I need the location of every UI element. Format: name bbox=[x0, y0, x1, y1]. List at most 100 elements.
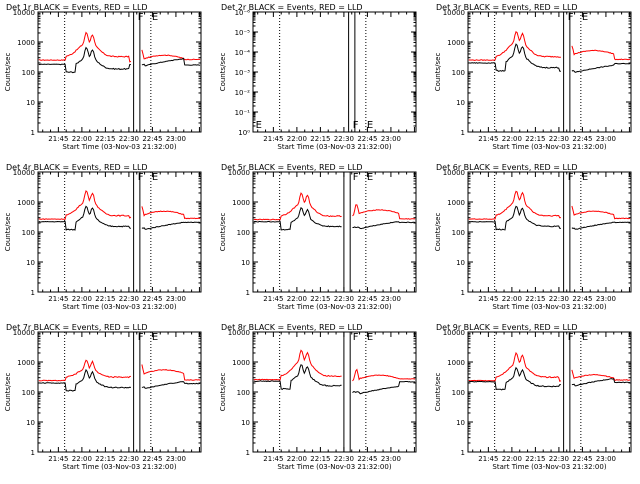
x-tick-label: 23:00 bbox=[166, 135, 186, 143]
x-tick-label: 22:30 bbox=[334, 455, 354, 463]
plot-frame bbox=[252, 331, 417, 453]
y-tick-label: 1 bbox=[31, 129, 35, 137]
y-tick-label: 1 bbox=[31, 289, 35, 297]
x-axis-label: Start Time (03-Nov-03 21:32:00) bbox=[492, 303, 606, 311]
plot-frame bbox=[252, 171, 417, 293]
x-tick-label: 22:00 bbox=[72, 295, 92, 303]
lld-series-line bbox=[253, 349, 416, 382]
x-tick-label: 23:00 bbox=[596, 455, 616, 463]
x-tick-label: 21:45 bbox=[263, 135, 283, 143]
marker-label: F bbox=[568, 12, 574, 23]
events-series-line bbox=[38, 205, 201, 231]
y-tick-label: 1 bbox=[461, 129, 465, 137]
x-tick-label: 21:45 bbox=[48, 455, 68, 463]
y-tick-label: 100 bbox=[237, 389, 250, 397]
x-tick-label: 22:15 bbox=[310, 295, 330, 303]
y-tick-label: 10000 bbox=[228, 329, 250, 337]
y-tick-label: 10⁻⁴ bbox=[235, 49, 251, 57]
plot-title: Det 7r BLACK = Events, RED = LLD bbox=[6, 323, 148, 332]
plot-frame bbox=[467, 171, 632, 293]
marker-label: E bbox=[152, 332, 158, 343]
y-tick-label: 100 bbox=[22, 69, 35, 77]
y-tick-label: 1000 bbox=[232, 199, 250, 207]
y-tick-label: 10 bbox=[456, 259, 465, 267]
y-tick-label: 10⁻¹ bbox=[235, 109, 251, 117]
x-axis-label: Start Time (03-Nov-03 21:32:00) bbox=[492, 463, 606, 471]
x-tick-label: 23:00 bbox=[166, 295, 186, 303]
marker-label: E bbox=[152, 172, 158, 183]
y-tick-label: 10 bbox=[26, 419, 35, 427]
x-tick-label: 22:15 bbox=[310, 135, 330, 143]
x-tick-label: 22:00 bbox=[287, 295, 307, 303]
marker-label: E bbox=[367, 172, 373, 183]
y-tick-label: 10 bbox=[241, 259, 250, 267]
x-tick-label: 22:45 bbox=[142, 455, 162, 463]
x-tick-label: 21:45 bbox=[478, 455, 498, 463]
x-tick-label: 23:00 bbox=[596, 295, 616, 303]
marker-label: E bbox=[152, 12, 158, 23]
x-tick-label: 22:45 bbox=[142, 135, 162, 143]
y-tick-label: 1000 bbox=[17, 39, 35, 47]
marker-label: F bbox=[353, 332, 359, 343]
events-series-line bbox=[468, 366, 631, 391]
events-series-line bbox=[253, 206, 416, 231]
events-series-line bbox=[253, 364, 416, 395]
lld-series-line bbox=[253, 192, 416, 221]
x-tick-label: 22:45 bbox=[142, 295, 162, 303]
x-tick-label: 22:15 bbox=[95, 295, 115, 303]
x-tick-label: 22:00 bbox=[502, 295, 522, 303]
y-tick-label: 1 bbox=[246, 289, 250, 297]
marker-label: E bbox=[582, 332, 588, 343]
y-axis-label: Counts/sec bbox=[219, 373, 227, 412]
y-tick-label: 10 bbox=[26, 99, 35, 107]
plot-frame bbox=[252, 11, 417, 133]
y-tick-label: 10⁻² bbox=[235, 89, 251, 97]
plot-title: Det 8r BLACK = Events, RED = LLD bbox=[221, 323, 363, 332]
y-tick-label: 100 bbox=[452, 229, 465, 237]
x-axis-label: Start Time (03-Nov-03 21:32:00) bbox=[277, 143, 391, 151]
plot-title: Det 1r BLACK = Events, RED = LLD bbox=[6, 3, 148, 12]
x-axis-label: Start Time (03-Nov-03 21:32:00) bbox=[62, 463, 176, 471]
marker-label: E bbox=[582, 12, 588, 23]
y-tick-label: 100 bbox=[452, 389, 465, 397]
y-tick-label: 1 bbox=[31, 449, 35, 457]
x-tick-label: 22:15 bbox=[525, 295, 545, 303]
y-tick-label: 1000 bbox=[17, 199, 35, 207]
lld-series-line bbox=[468, 30, 631, 61]
plot-frame bbox=[467, 331, 632, 453]
y-tick-label: 10⁻⁵ bbox=[235, 29, 251, 37]
x-tick-label: 22:00 bbox=[502, 135, 522, 143]
y-axis-label: Counts/sec bbox=[4, 213, 12, 252]
y-tick-label: 1000 bbox=[17, 359, 35, 367]
x-tick-label: 22:45 bbox=[572, 455, 592, 463]
y-tick-label: 10000 bbox=[13, 9, 35, 17]
y-tick-label: 10000 bbox=[443, 329, 465, 337]
y-tick-label: 10 bbox=[241, 419, 250, 427]
marker-label: F bbox=[138, 12, 144, 23]
x-tick-label: 22:30 bbox=[119, 295, 139, 303]
x-axis-label: Start Time (03-Nov-03 21:32:00) bbox=[62, 143, 176, 151]
y-tick-label: 10 bbox=[26, 259, 35, 267]
x-tick-label: 22:45 bbox=[572, 295, 592, 303]
lld-series-line bbox=[38, 31, 201, 63]
x-tick-label: 22:45 bbox=[357, 295, 377, 303]
plot-frame bbox=[37, 171, 202, 293]
y-tick-label: 10000 bbox=[228, 169, 250, 177]
x-tick-label: 22:15 bbox=[525, 135, 545, 143]
y-tick-label: 1000 bbox=[447, 39, 465, 47]
y-tick-label: 100 bbox=[22, 389, 35, 397]
marker-label: F bbox=[353, 120, 359, 131]
y-tick-label: 10 bbox=[456, 99, 465, 107]
x-tick-label: 22:45 bbox=[357, 135, 377, 143]
marker-label: F bbox=[353, 172, 359, 183]
y-axis-label: Counts/sec bbox=[434, 53, 442, 92]
x-tick-label: 21:45 bbox=[48, 135, 68, 143]
y-axis-label: Counts/sec bbox=[4, 373, 12, 412]
x-tick-label: 21:45 bbox=[478, 135, 498, 143]
x-tick-label: 22:30 bbox=[119, 455, 139, 463]
y-axis-label: Counts/sec bbox=[219, 213, 227, 252]
plot-title: Det 2r BLACK = Events, RED = LLD bbox=[221, 3, 363, 12]
x-tick-label: 23:00 bbox=[166, 455, 186, 463]
plot-frame bbox=[37, 331, 202, 453]
